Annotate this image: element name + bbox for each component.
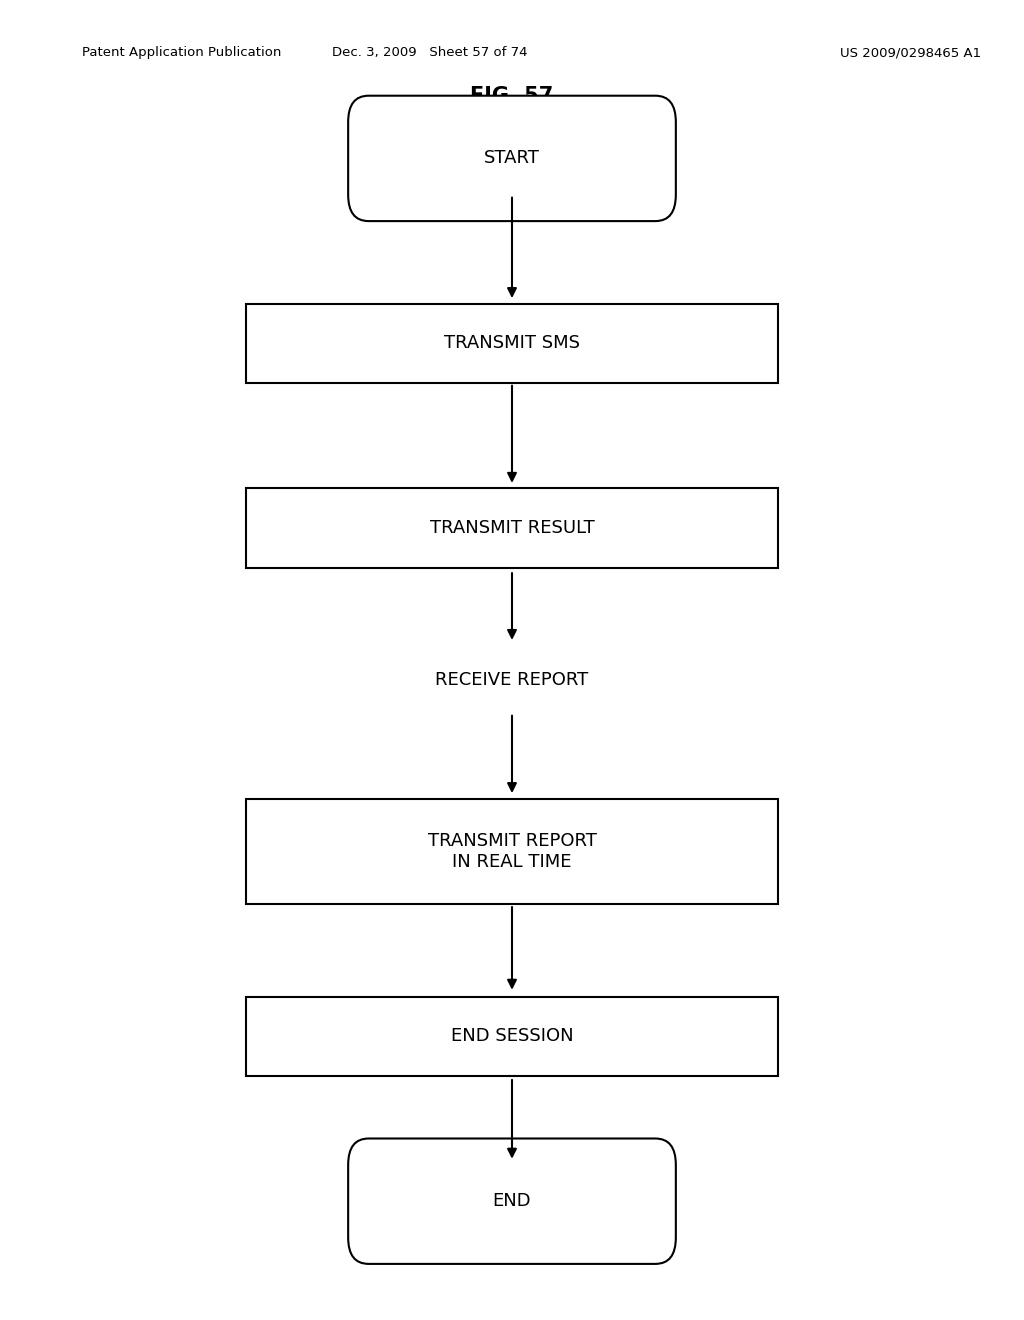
Text: TRANSMIT RESULT: TRANSMIT RESULT — [430, 519, 594, 537]
FancyBboxPatch shape — [246, 304, 778, 383]
Text: TRANSMIT REPORT
IN REAL TIME: TRANSMIT REPORT IN REAL TIME — [428, 832, 596, 871]
Text: RECEIVE REPORT: RECEIVE REPORT — [435, 671, 589, 689]
Text: Patent Application Publication: Patent Application Publication — [82, 46, 282, 59]
Text: Dec. 3, 2009   Sheet 57 of 74: Dec. 3, 2009 Sheet 57 of 74 — [333, 46, 527, 59]
FancyBboxPatch shape — [348, 96, 676, 220]
Text: START: START — [484, 149, 540, 168]
FancyBboxPatch shape — [246, 997, 778, 1076]
Text: US 2009/0298465 A1: US 2009/0298465 A1 — [840, 46, 981, 59]
Text: END SESSION: END SESSION — [451, 1027, 573, 1045]
Text: FIG. 57: FIG. 57 — [470, 86, 554, 106]
FancyBboxPatch shape — [348, 1138, 676, 1265]
FancyBboxPatch shape — [246, 488, 778, 568]
Text: TRANSMIT SMS: TRANSMIT SMS — [444, 334, 580, 352]
FancyBboxPatch shape — [246, 799, 778, 904]
Text: END: END — [493, 1192, 531, 1210]
